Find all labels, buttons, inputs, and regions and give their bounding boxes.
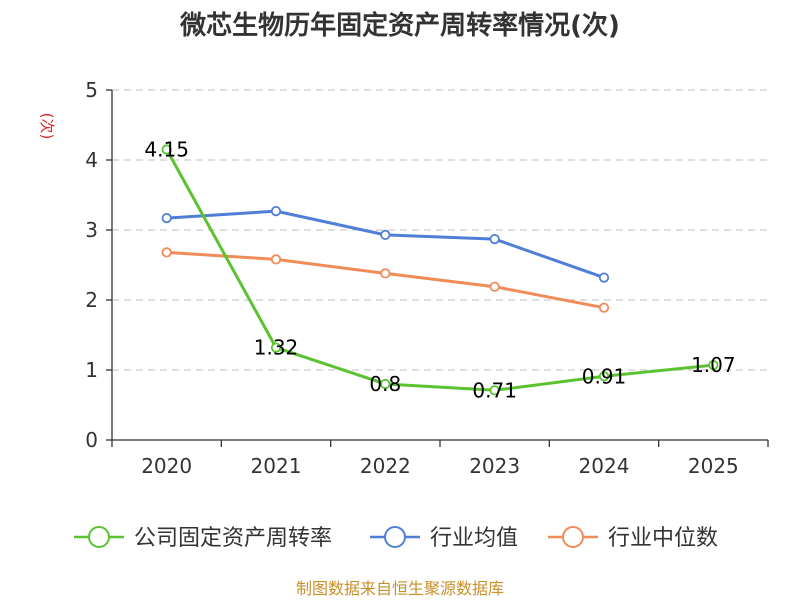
data-point[interactable] [270,342,282,353]
legend-label: 行业均值 [430,526,518,551]
data-label: 0.8 [369,372,401,396]
y-tick-label: 2 [85,288,98,312]
source-text: 制图数据来自恒生聚源数据库 [296,579,504,598]
y-tick-label: 4 [85,148,98,172]
data-point[interactable] [380,268,391,279]
y-axis-label: (次) [38,113,56,140]
data-label: 1.32 [254,336,299,360]
series [161,144,719,396]
y-tick-label: 5 [85,78,98,102]
legend-item-0[interactable]: 公司固定资产周转率 [74,526,332,551]
legend-marker [88,526,110,548]
legend-label: 行业中位数 [608,526,718,551]
legend-item-2[interactable]: 行业中位数 [548,526,718,551]
axes: 0 1 2 3 4 5 2020 2021 2022 2023 2024 2025 [85,78,769,478]
legend-label: 公司固定资产周转率 [134,526,332,551]
data-label: 0.91 [582,364,627,388]
data-point[interactable] [161,213,172,224]
data-point[interactable] [489,234,500,245]
y-tick-label: 0 [85,428,98,452]
data-point[interactable] [270,254,282,265]
data-label: 1.07 [691,353,736,377]
data-point[interactable] [489,385,500,396]
chart-title: 微芯生物历年固定资产周转率情况(次) [179,10,620,41]
data-point[interactable] [598,272,610,283]
legend[interactable]: 公司固定资产周转率 行业均值 行业中位数 [74,526,718,551]
x-tick-label: 2022 [360,454,411,478]
data-point[interactable] [380,378,391,390]
data-label: 4.15 [144,138,189,162]
y-tick-label: 1 [85,358,98,382]
data-point[interactable] [161,247,172,258]
data-point[interactable] [161,144,172,155]
data-labels: 4.15 1.32 0.8 0.71 0.91 1.07 [144,138,735,403]
legend-item-1[interactable]: 行业均值 [370,526,518,551]
x-tick-label: 2020 [141,454,192,478]
x-tick-label: 2025 [688,454,739,478]
legend-marker [384,526,406,548]
data-point[interactable] [380,229,391,240]
x-tick-label: 2023 [469,454,520,478]
data-point[interactable] [598,371,610,382]
data-point[interactable] [598,302,610,313]
data-point[interactable] [708,359,719,371]
data-point[interactable] [489,281,500,292]
x-tick-label: 2021 [251,454,302,478]
series-line-0 [165,148,714,392]
legend-marker [562,526,584,548]
data-label: 0.71 [472,378,517,402]
x-tick-label: 2024 [579,454,630,478]
y-tick-label: 3 [85,218,98,242]
data-point[interactable] [270,206,282,217]
